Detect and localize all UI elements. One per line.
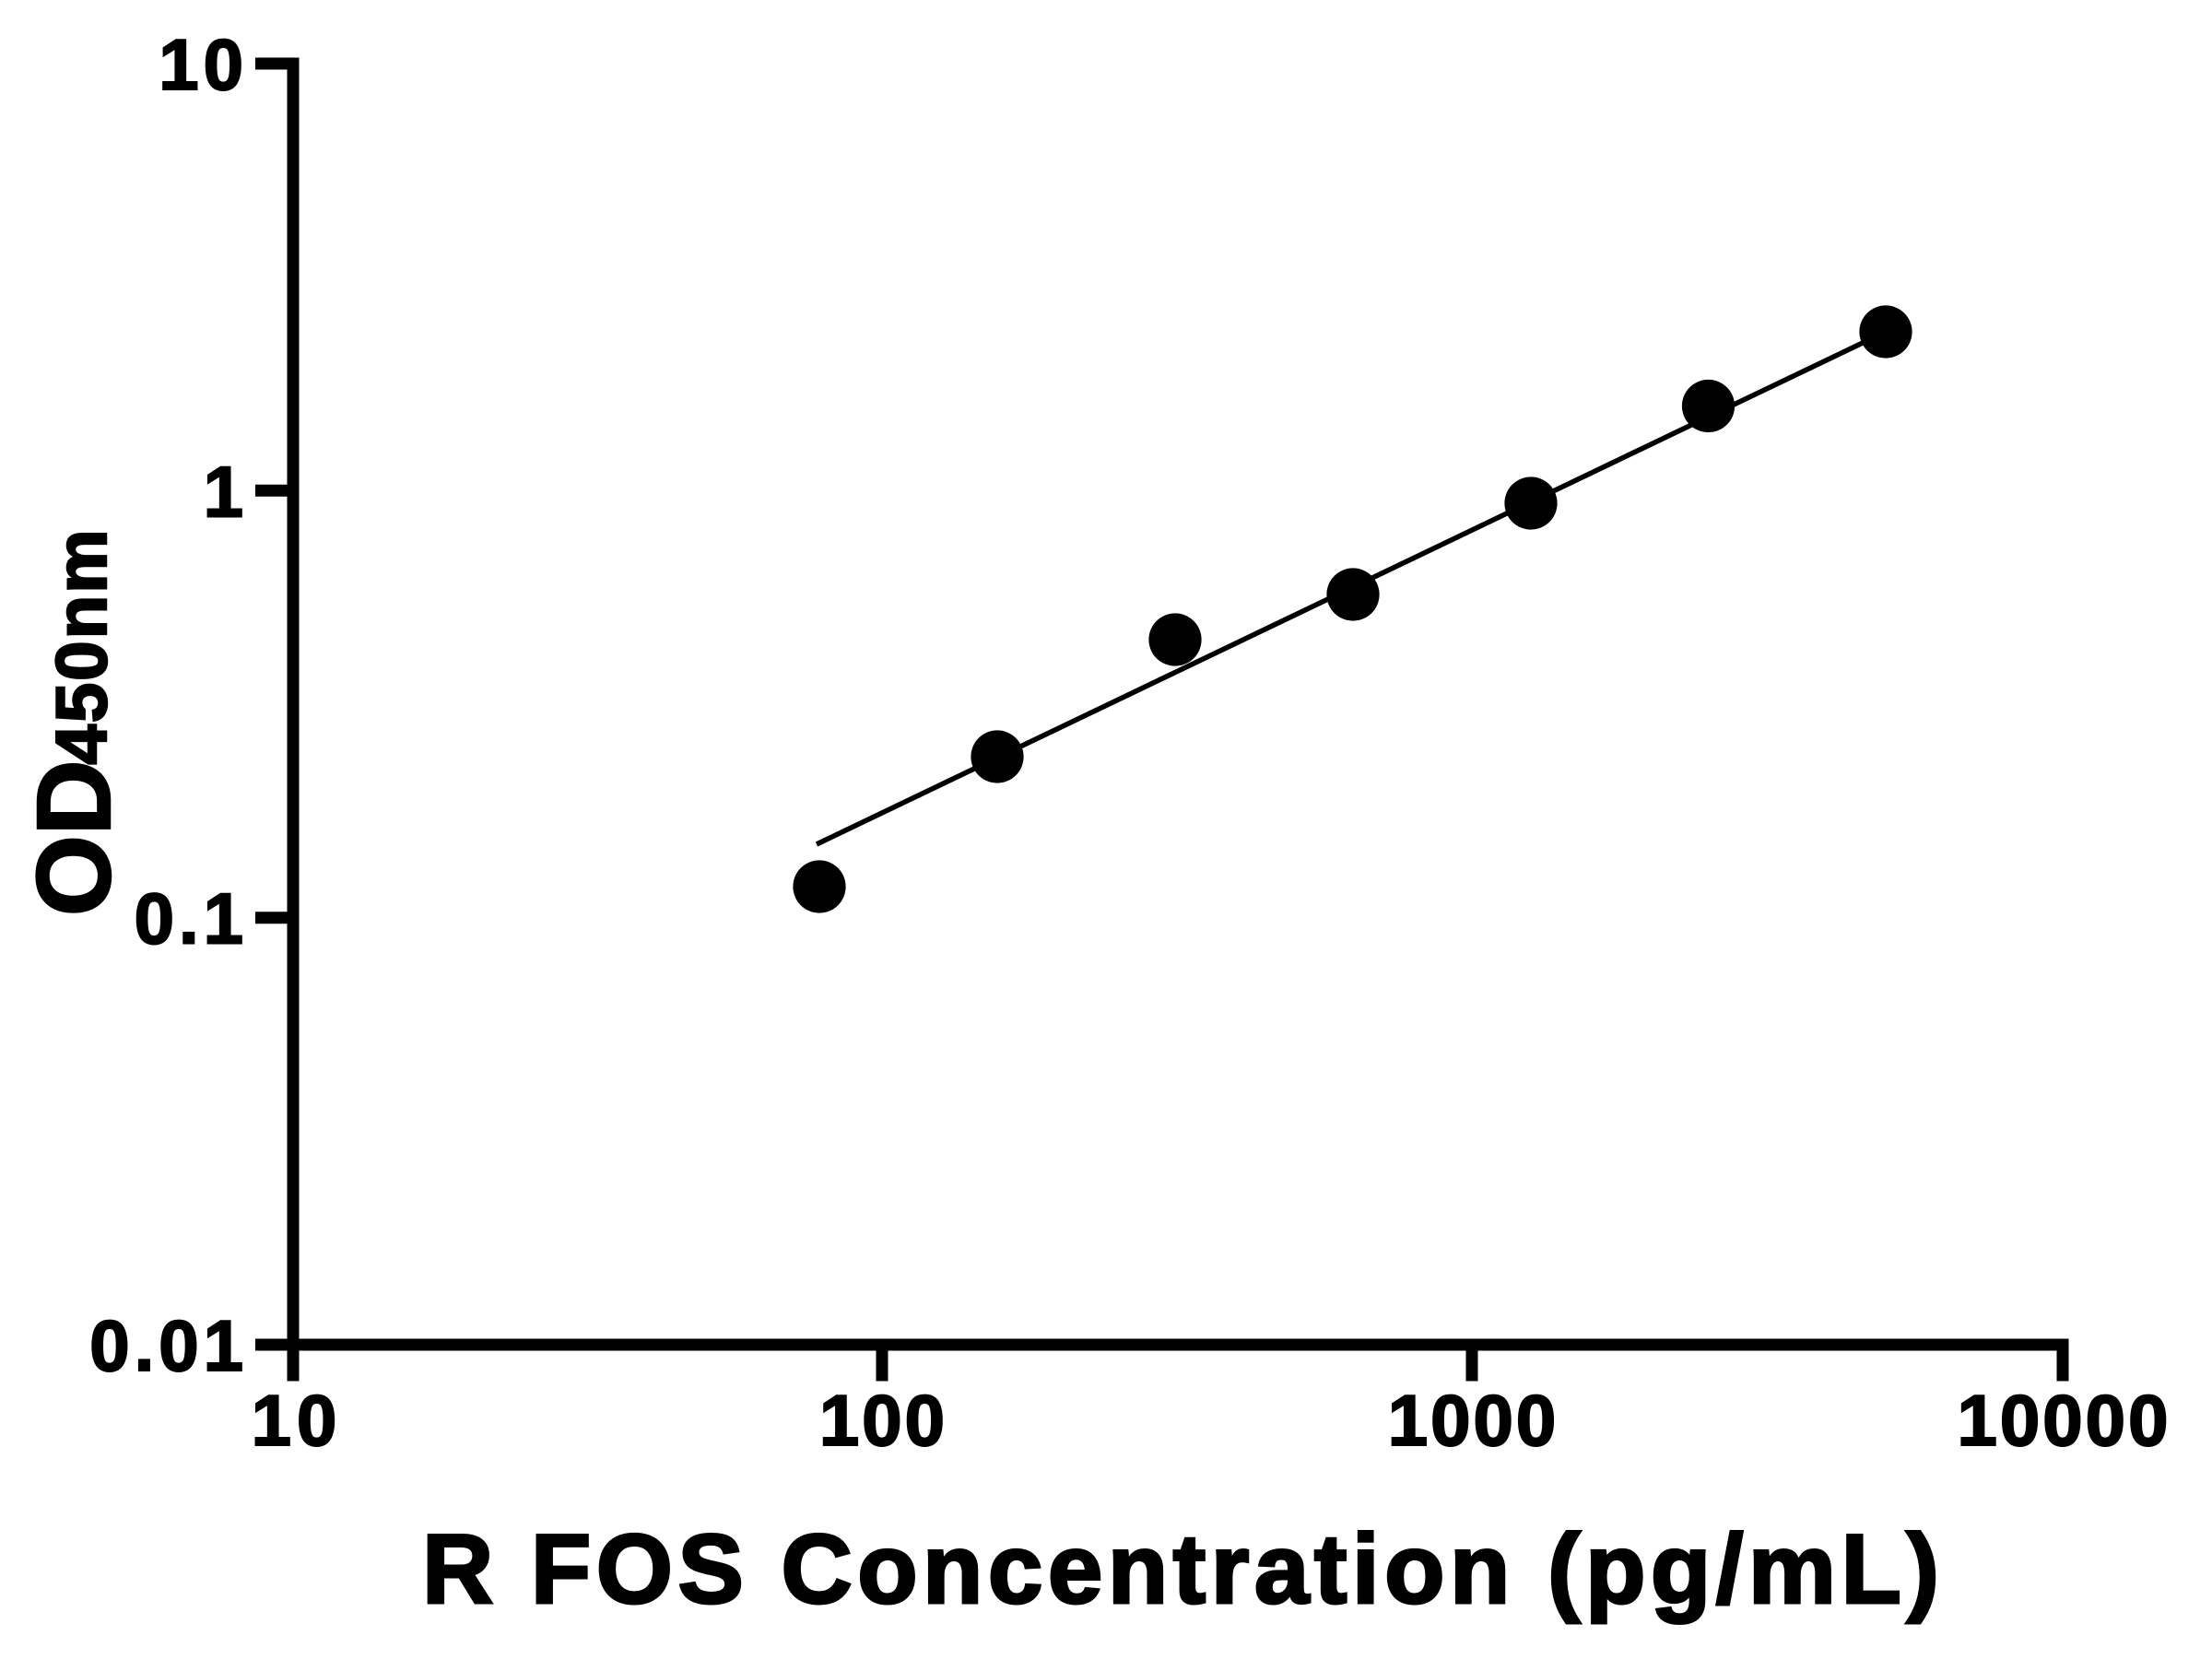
svg-text:10: 10 xyxy=(252,1380,343,1461)
svg-text:10000: 10000 xyxy=(1958,1380,2171,1461)
svg-text:0.01: 0.01 xyxy=(89,1305,248,1386)
svg-text:100: 100 xyxy=(819,1380,947,1461)
svg-text:1000: 1000 xyxy=(1388,1380,1559,1461)
svg-text:10: 10 xyxy=(159,24,248,105)
svg-text:0.1: 0.1 xyxy=(135,878,248,959)
svg-text:1: 1 xyxy=(204,451,248,532)
